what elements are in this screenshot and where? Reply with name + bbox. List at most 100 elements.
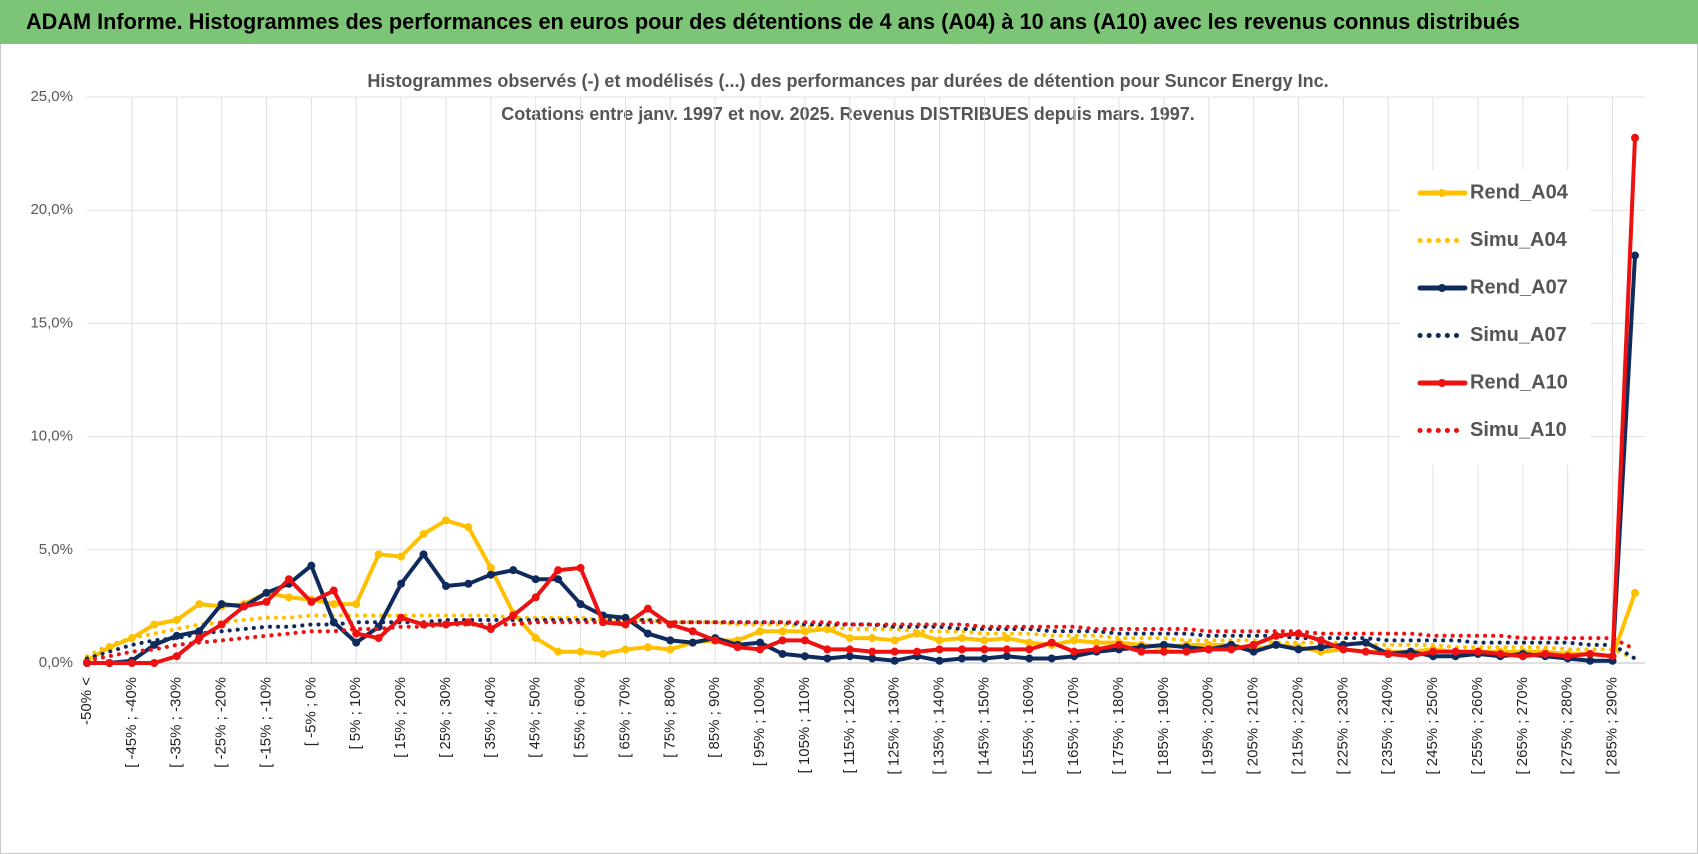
series-marker: [397, 579, 406, 588]
x-tick-label: [ 95% ; 100%: [751, 677, 768, 766]
series-marker: [778, 649, 787, 658]
x-tick-label: [ 235% ; 240%: [1379, 677, 1396, 775]
chart-title: Histogrammes observés (-) et modélisés (…: [367, 71, 1328, 91]
chart-subtitle: Cotations entre janv. 1997 et nov. 2025.…: [501, 104, 1195, 124]
series-marker: [531, 593, 540, 602]
x-tick-label: [ 135% ; 140%: [930, 677, 947, 775]
series-marker: [1070, 647, 1079, 656]
series-marker: [868, 647, 877, 656]
x-tick-label: [ 45% ; 50%: [527, 677, 544, 758]
series-marker: [284, 593, 293, 602]
x-tick-label: [ 215% ; 220%: [1289, 677, 1306, 775]
series-marker: [262, 588, 271, 597]
series-marker: [1115, 640, 1123, 649]
x-tick-label: [ 125% ; 130%: [886, 677, 903, 775]
series-marker: [397, 552, 406, 561]
series-marker: [890, 636, 899, 645]
x-tick-label: [ 5% ; 10%: [347, 677, 364, 750]
series-marker: [643, 643, 652, 652]
series-marker: [845, 652, 854, 661]
series-marker: [868, 634, 877, 643]
series-marker: [419, 529, 428, 538]
series-marker: [1586, 656, 1595, 665]
legend-marker: [1438, 284, 1446, 292]
series-marker: [1384, 649, 1393, 658]
legend-label: Rend_A07: [1470, 276, 1568, 298]
series-marker: [935, 645, 944, 654]
series-marker: [1272, 631, 1281, 640]
series-marker: [441, 620, 450, 629]
series-marker: [913, 647, 922, 656]
series-marker: [980, 654, 989, 663]
series-marker: [621, 645, 630, 654]
series-marker: [1272, 640, 1281, 649]
x-tick-label: [ 175% ; 180%: [1110, 677, 1127, 775]
series-marker: [957, 645, 966, 654]
series-marker: [554, 575, 563, 584]
series-marker: [1316, 643, 1325, 652]
legend-label: Simu_A04: [1470, 229, 1568, 251]
series-marker: [845, 634, 854, 643]
legend-label: Simu_A07: [1470, 324, 1567, 346]
y-tick-label: 15,0%: [30, 314, 73, 331]
series-marker: [195, 634, 204, 643]
series-marker: [374, 550, 383, 559]
series-marker: [1159, 640, 1168, 649]
series-marker: [1631, 588, 1639, 597]
series-marker: [374, 634, 383, 643]
legend-box: [1400, 170, 1590, 465]
series-line: [85, 613, 1637, 661]
series-marker: [397, 613, 406, 622]
series-marker: [1070, 636, 1079, 645]
series-marker: [1249, 640, 1258, 649]
x-tick-label: [ 205% ; 210%: [1245, 677, 1262, 775]
series-marker: [1002, 634, 1011, 643]
series-line: [85, 253, 1637, 665]
series-marker: [1047, 654, 1056, 663]
series-marker: [666, 645, 675, 654]
legend-label: Simu_A10: [1470, 419, 1567, 441]
series-marker: [800, 627, 809, 636]
series-marker: [1496, 649, 1505, 658]
series-marker: [127, 659, 136, 667]
series-marker: [688, 638, 697, 647]
series-marker: [1361, 638, 1370, 647]
x-tick-label: [ 185% ; 190%: [1155, 677, 1172, 775]
series-marker: [935, 636, 944, 645]
legend-label: Rend_A10: [1470, 371, 1568, 393]
series-line: [85, 620, 1637, 663]
x-tick-label: [ 245% ; 250%: [1424, 677, 1441, 775]
series-marker: [980, 636, 989, 645]
series-marker: [1518, 652, 1527, 661]
series-marker: [1361, 647, 1370, 656]
series-marker: [352, 638, 361, 647]
x-tick-label: -50% <: [78, 677, 95, 725]
series-marker: [890, 647, 899, 656]
series-marker: [352, 629, 361, 638]
series-marker: [1025, 645, 1034, 654]
series-marker: [800, 636, 809, 645]
series-line: [85, 135, 1637, 665]
series-marker: [1025, 654, 1034, 663]
series-marker: [778, 636, 787, 645]
series-marker: [1227, 645, 1236, 654]
series-marker: [643, 604, 652, 613]
series-marker: [800, 652, 809, 661]
series-marker: [217, 600, 226, 609]
series-marker: [756, 645, 765, 654]
y-tick-label: 25,0%: [30, 88, 73, 105]
series-marker: [441, 516, 450, 525]
x-tick-label: [ 105% ; 110%: [796, 677, 813, 773]
series-marker: [554, 647, 563, 656]
legend-marker: [1438, 379, 1446, 387]
series-marker: [666, 636, 675, 645]
series-marker: [868, 654, 877, 663]
series-marker: [1182, 647, 1191, 656]
series-marker: [419, 550, 428, 559]
series-marker: [329, 586, 338, 595]
x-tick-label: [ 75% ; 80%: [661, 677, 678, 758]
series-marker: [217, 620, 226, 629]
series-marker: [1473, 647, 1482, 656]
series-marker: [486, 570, 495, 579]
series-marker: [486, 563, 495, 572]
